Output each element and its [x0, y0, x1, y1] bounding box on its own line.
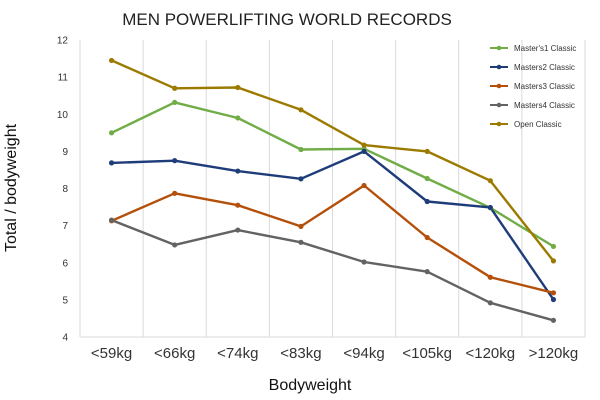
y-tick-label: 4 [62, 333, 68, 344]
x-tick-label: <94kg [343, 345, 384, 362]
data-point [108, 217, 115, 223]
x-tick-label: <74kg [217, 345, 258, 362]
legend-label: Masters3 Classic [514, 82, 575, 91]
data-point [424, 175, 430, 182]
data-point [424, 198, 430, 205]
x-tick-labels: <59kg <66kg <74kg <83kg <94kg <105kg <120kg >12… [91, 345, 578, 362]
series-points [108, 57, 557, 323]
data-point [424, 269, 430, 275]
data-point [172, 190, 178, 196]
series-line [111, 101, 555, 248]
data-point [298, 223, 304, 229]
data-point [424, 234, 430, 241]
data-point [235, 227, 241, 233]
y-tick-label: 9 [62, 147, 68, 158]
legend-label: Open Classic [514, 120, 562, 129]
data-point [487, 204, 493, 211]
data-point [298, 107, 304, 113]
legend: Master's1 Classic Masters2 Classic Masters… [490, 44, 576, 129]
data-point [235, 202, 241, 208]
data-point [550, 258, 557, 264]
data-point [172, 242, 178, 248]
data-point [487, 300, 493, 306]
x-tick-label: <59kg [91, 345, 132, 362]
legend-swatch-marker [496, 121, 502, 127]
y-axis-title: Total / bodyweight [3, 123, 20, 252]
x-tick-label: <83kg [280, 345, 321, 362]
data-point [172, 85, 178, 91]
data-point [487, 178, 493, 184]
data-point [108, 160, 115, 166]
x-tick-label: <120kg [465, 345, 515, 362]
data-point [487, 274, 493, 280]
chart-title: MEN POWERLIFTING WORLD RECORDS [122, 10, 452, 29]
legend-label: Masters2 Classic [514, 63, 575, 72]
series-line [111, 184, 554, 294]
x-axis-title: Bodyweight [269, 377, 352, 394]
data-point [298, 239, 304, 245]
data-point [361, 148, 367, 154]
data-point [361, 259, 367, 265]
y-tick-label: 8 [62, 184, 68, 195]
data-point [298, 176, 304, 182]
legend-swatch-marker [496, 45, 502, 51]
legend-swatch-marker [496, 102, 502, 108]
data-point [235, 115, 241, 121]
y-tick-label: 7 [62, 221, 68, 232]
y-tick-label: 6 [62, 258, 68, 269]
x-tick-label: >120kg [529, 345, 579, 362]
data-point [361, 142, 367, 148]
data-point [550, 317, 557, 323]
x-tick-label: <105kg [402, 345, 452, 362]
data-point [235, 84, 241, 91]
data-point [235, 168, 241, 174]
y-tick-label: 11 [58, 73, 69, 84]
data-point [298, 146, 304, 153]
y-tick-label: 12 [57, 36, 69, 47]
data-point [108, 57, 115, 64]
legend-swatch-marker [496, 83, 502, 89]
y-tick-label: 5 [62, 295, 68, 306]
legend-swatch-marker [496, 64, 502, 70]
data-point [424, 148, 430, 154]
data-point [550, 290, 557, 296]
x-tick-label: <66kg [154, 345, 195, 362]
series-line [111, 218, 554, 322]
series-line [111, 150, 555, 301]
data-point [550, 296, 557, 303]
y-tick-labels: 4 5 6 7 8 9 10 11 12 [57, 36, 69, 344]
data-point [172, 99, 178, 105]
data-point [550, 243, 557, 250]
legend-label: Master's1 Classic [514, 44, 576, 53]
y-tick-label: 10 [57, 110, 69, 121]
series-line [111, 59, 555, 262]
legend-label: Masters4 Classic [514, 101, 575, 110]
grid-lines [79, 40, 586, 338]
data-point [172, 158, 178, 164]
series-lines [111, 59, 555, 322]
data-point [108, 130, 115, 136]
data-point [361, 182, 367, 189]
